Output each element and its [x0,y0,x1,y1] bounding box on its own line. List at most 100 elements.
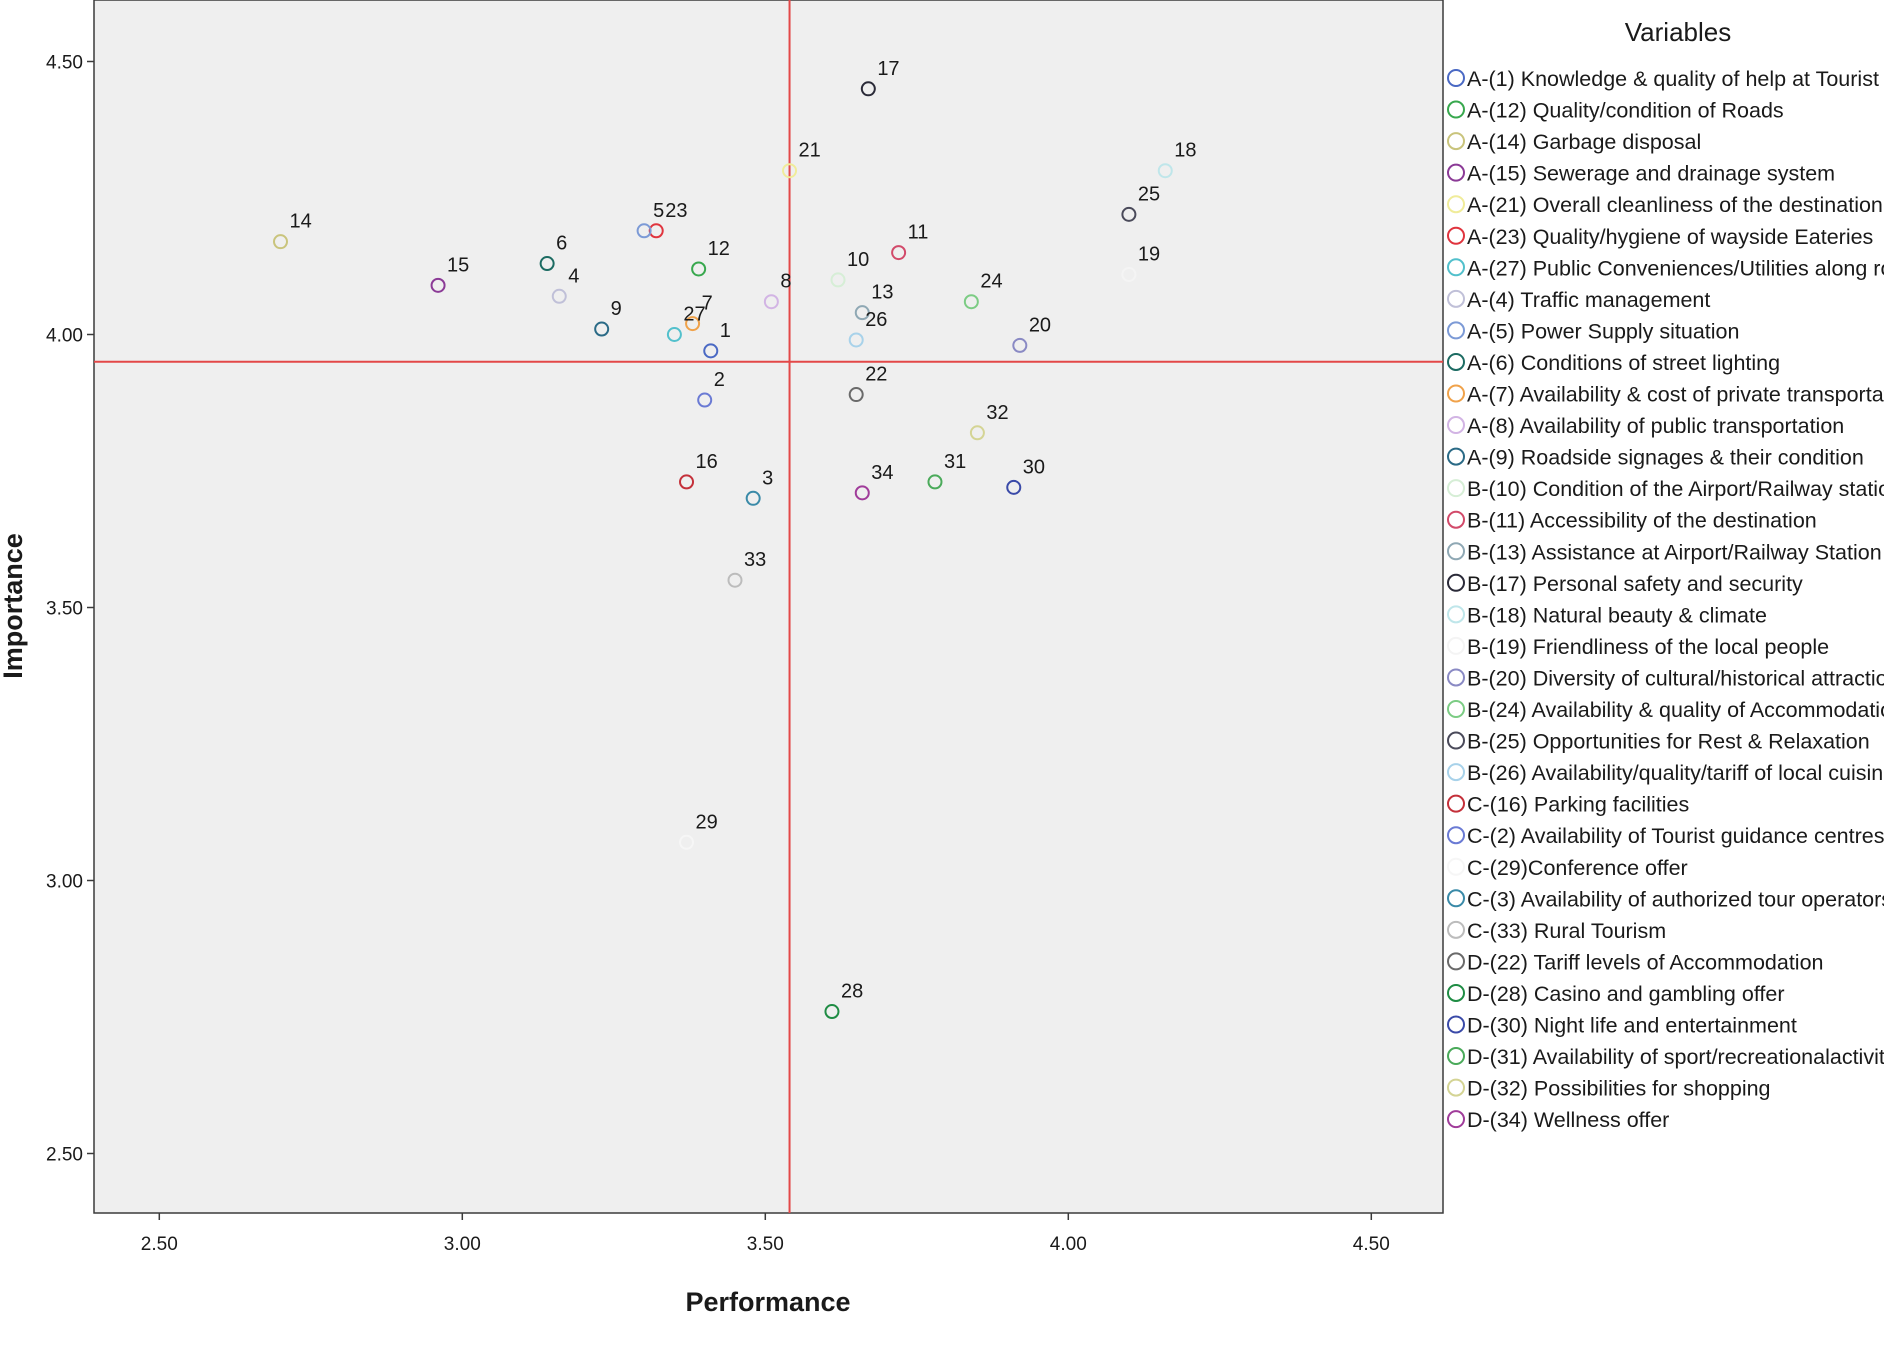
legend-item: B-(20) Diversity of cultural/historical … [1447,666,1884,690]
point-label-10: 10 [847,249,869,271]
legend-label: B-(11) Accessibility of the destination [1467,509,1817,533]
data-point-30 [1006,479,1022,495]
legend-label: D-(34) Wellness offer [1467,1108,1669,1132]
data-point-4 [551,288,567,304]
legend-label: B-(13) Assistance at Airport/Railway Sta… [1467,540,1882,564]
y-tick-label: 4.50 [46,53,83,74]
point-label-30: 30 [1023,456,1045,478]
legend-marker [1447,1047,1465,1066]
legend-label: B-(25) Opportunities for Rest & Relaxati… [1467,730,1870,754]
data-point-19 [1121,266,1137,282]
legend-label: A-(21) Overall cleanliness of the destin… [1467,193,1883,217]
legend-marker [1447,510,1465,529]
legend-item: C-(2) Availability of Tourist guidance c… [1447,824,1884,848]
data-points [273,81,1173,1020]
point-label-24: 24 [980,271,1002,293]
data-point-15 [430,277,446,293]
point-label-17: 17 [877,58,899,80]
data-point-1 [703,343,719,359]
legend-item: B-(13) Assistance at Airport/Railway Sta… [1447,540,1882,564]
legend-item: D-(34) Wellness offer [1447,1108,1669,1132]
legend-marker [1447,100,1465,119]
legend-marker [1447,1015,1465,1034]
point-label-8: 8 [780,271,791,293]
data-point-18 [1157,163,1173,179]
data-point-24 [963,294,979,310]
legend-label: B-(10) Condition of the Airport/Railway … [1467,477,1884,501]
legend-marker [1447,132,1465,151]
legend-label: C-(33) Rural Tourism [1467,919,1666,943]
point-label-1: 1 [720,320,731,342]
legend: Variables A-(1) Knowledge & quality of h… [1447,17,1884,1132]
legend-marker [1447,763,1465,782]
point-label-23: 23 [665,200,687,222]
point-label-26: 26 [865,309,887,331]
legend-item: A-(23) Quality/hygiene of wayside Eateri… [1447,225,1873,249]
legend-label: B-(18) Natural beauty & climate [1467,603,1767,627]
data-point-10 [830,272,846,288]
legend-marker [1447,416,1465,435]
data-point-34 [854,485,870,501]
legend-marker [1447,258,1465,277]
legend-item: A-(27) Public Conveniences/Utilities alo… [1447,256,1884,280]
legend-marker [1447,163,1465,182]
legend-label: B-(24) Availability & quality of Accommo… [1467,698,1884,722]
x-tick-label: 3.00 [444,1234,481,1255]
legend-marker [1447,195,1465,214]
legend-marker [1447,384,1465,403]
legend-label: C-(2) Availability of Tourist guidance c… [1467,824,1884,848]
legend-label: A-(4) Traffic management [1467,288,1710,312]
point-label-14: 14 [290,211,312,233]
point-label-34: 34 [871,462,893,484]
y-tick-label: 4.00 [46,326,83,347]
legend-item: D-(30) Night life and entertainment [1447,1014,1797,1038]
legend-marker [1447,857,1465,876]
legend-item: A-(4) Traffic management [1447,288,1710,312]
legend-marker [1447,447,1465,466]
legend-label: A-(23) Quality/hygiene of wayside Eateri… [1467,225,1873,249]
legend-marker [1447,952,1465,971]
legend-label: D-(30) Night life and entertainment [1467,1014,1797,1038]
legend-label: A-(5) Power Supply situation [1467,319,1739,343]
data-point-28 [824,1004,840,1020]
legend-label: A-(1) Knowledge & quality of help at Tou… [1467,67,1884,91]
legend-item: B-(11) Accessibility of the destination [1447,509,1817,533]
legend-marker [1447,542,1465,561]
legend-marker [1447,605,1465,624]
data-point-8 [763,294,779,310]
reference-lines [94,0,1443,1213]
point-label-31: 31 [944,451,966,473]
point-label-4: 4 [568,265,579,287]
legend-items: A-(1) Knowledge & quality of help at Tou… [1447,67,1884,1132]
y-axis: 2.50 3.00 3.50 4.00 4.50 [46,53,94,1166]
legend-marker [1447,731,1465,750]
legend-marker [1447,289,1465,308]
legend-item: B-(25) Opportunities for Rest & Relaxati… [1447,730,1870,754]
legend-marker [1447,321,1465,340]
x-tick-label: 2.50 [141,1234,178,1255]
legend-label: A-(9) Roadside signages & their conditio… [1467,446,1864,470]
point-label-32: 32 [986,402,1008,424]
legend-marker [1447,826,1465,845]
data-point-7 [685,316,701,332]
x-tick-label: 4.50 [1353,1234,1390,1255]
legend-item: A-(15) Sewerage and drainage system [1447,162,1835,186]
legend-label: C-(29)Conference offer [1467,856,1688,880]
data-point-21 [782,163,798,179]
legend-label: A-(12) Quality/condition of Roads [1467,99,1784,123]
point-label-16: 16 [696,451,718,473]
legend-label: B-(19) Friendliness of the local people [1467,635,1829,659]
point-label-3: 3 [762,467,773,489]
legend-label: A-(15) Sewerage and drainage system [1467,162,1835,186]
point-label-13: 13 [871,282,893,304]
legend-item: C-(16) Parking facilities [1447,793,1689,817]
legend-item: D-(22) Tariff levels of Accommodation [1447,950,1824,974]
legend-item: A-(21) Overall cleanliness of the destin… [1447,193,1883,217]
data-point-32 [969,425,985,441]
y-tick-label: 3.00 [46,872,83,893]
point-label-20: 20 [1029,314,1051,336]
data-point-6 [539,256,555,272]
point-label-2: 2 [714,369,725,391]
legend-label: B-(17) Personal safety and security [1467,572,1803,596]
legend-item: B-(18) Natural beauty & climate [1447,603,1767,627]
